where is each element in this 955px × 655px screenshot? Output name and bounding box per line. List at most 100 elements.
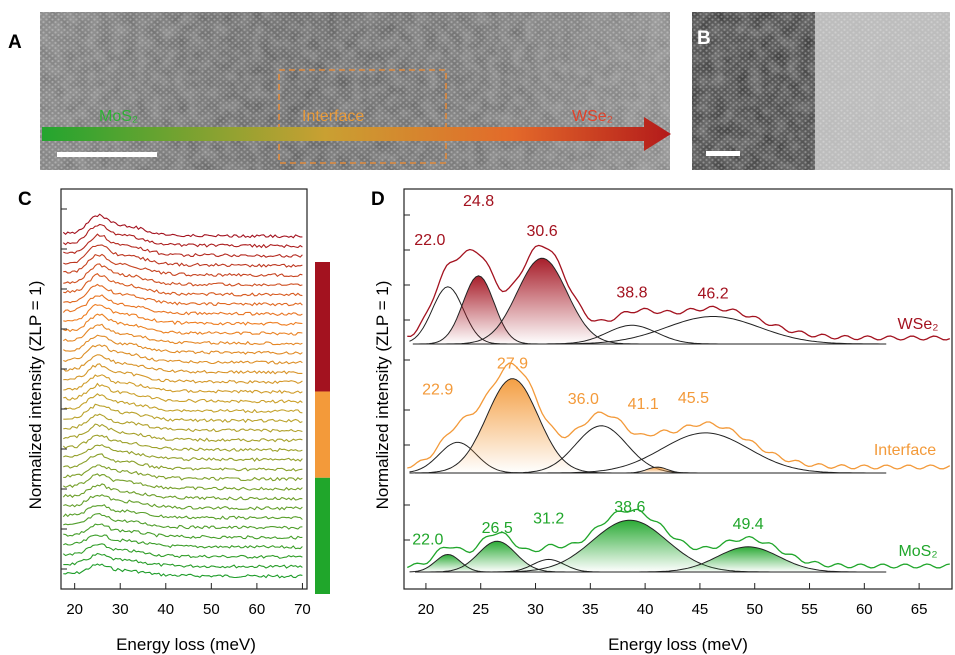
d-x-tick-label: 45 [692, 601, 709, 618]
c-x-tick-label: 40 [157, 601, 174, 618]
c-spectrum-line [63, 233, 303, 258]
c-spectrum-line [63, 263, 303, 287]
d-peak-label: 41.1 [628, 396, 659, 413]
c-spectrum-line [63, 323, 303, 346]
c-spectrum-line [63, 303, 303, 326]
c-spectrum-line [62, 223, 303, 249]
d-ylabel: Normalized intensity (ZLP = 1) [373, 281, 392, 510]
d-x-tick-label: 65 [911, 601, 928, 618]
label-wse2-a: WSe₂ [572, 108, 613, 125]
scale-bar-b [706, 151, 740, 156]
d-peak-fill [616, 546, 880, 572]
c-spectra [62, 213, 303, 579]
panel-letter-b: B [697, 28, 711, 49]
gradient-arrow [42, 117, 671, 151]
d-series-label: WSe₂ [898, 316, 939, 333]
c-spectrum-line [62, 434, 303, 452]
c-spectrum-line [63, 393, 303, 414]
c-plot-frame [60, 188, 308, 590]
d-peak-label: 26.5 [482, 520, 513, 537]
c-color-bar-segment [315, 391, 330, 478]
c-spectrum-line [62, 213, 303, 239]
c-ylabel: Normalized intensity (ZLP = 1) [26, 281, 45, 510]
d-peak-curve [521, 432, 886, 474]
c-spectrum-line [63, 552, 303, 569]
d-x-tick-label: 50 [746, 601, 763, 618]
c-spectrum-line [63, 244, 303, 268]
d-peak-label: 22.0 [414, 232, 445, 249]
d-peak-fill [418, 541, 577, 572]
c-spectrum-line [63, 464, 303, 482]
c-spectrum-line [63, 534, 303, 550]
c-spectrum-line [63, 374, 303, 395]
c-spectrum-line [63, 523, 303, 540]
d-peak-fill [472, 520, 788, 572]
c-spectrum-line [62, 504, 303, 520]
stem-image-b [692, 12, 950, 170]
d-envelope-line [407, 244, 951, 341]
d-peak-label: 46.2 [698, 286, 729, 303]
c-spectrum-line [63, 334, 303, 355]
c-spectrum-line [63, 563, 303, 579]
d-series-label: MoS₂ [898, 543, 937, 560]
c-spectrum-line [63, 473, 303, 491]
interface-crop-box [278, 69, 447, 164]
d-x-tick-label: 40 [637, 601, 654, 618]
d-peak-label: 22.9 [422, 381, 453, 398]
d-envelope-line [407, 362, 951, 470]
d-peak-label: 30.6 [527, 223, 558, 240]
d-plot-frame [403, 188, 953, 590]
d-peak-label: 38.8 [616, 284, 647, 301]
d-x-tick-label: 60 [856, 601, 873, 618]
c-spectrum-line [62, 354, 303, 375]
d-x-tick-label: 35 [582, 601, 599, 618]
d-series-label: Interface [874, 442, 936, 459]
d-envelope-line [407, 508, 950, 569]
d-peak-fill [409, 378, 621, 473]
c-spectrum-line [62, 543, 303, 559]
d-xlabel: Energy loss (meV) [608, 635, 748, 654]
d-x-tick-label: 30 [527, 601, 544, 618]
d-x-tick-label: 55 [801, 601, 818, 618]
c-xlabel: Energy loss (meV) [116, 635, 256, 654]
d-peak-label: 31.2 [533, 510, 564, 527]
c-spectrum-line [63, 273, 303, 297]
d-peak-fill [412, 275, 545, 344]
panel-letter-a: A [8, 32, 22, 53]
stem-image-a [40, 12, 670, 170]
c-spectrum-line [63, 283, 303, 307]
d-ticks: 20 25 30 35 40 45 50 55 60 65 [404, 214, 928, 618]
c-x-tick-label: 30 [112, 601, 129, 618]
d-x-tick-label: 20 [418, 601, 435, 618]
c-spectrum-line [63, 363, 303, 385]
panel-letter-d: D [371, 189, 385, 210]
d-peak-fill [436, 258, 648, 344]
d-x-tick-label: 25 [472, 601, 489, 618]
panel-letter-c: C [18, 189, 32, 210]
c-spectrum-line [63, 494, 303, 511]
d-peak-label: 45.5 [678, 390, 709, 407]
label-interface-a: Interface [302, 108, 364, 125]
c-spectrum-line [63, 382, 303, 404]
c-spectrum-line [63, 344, 303, 365]
d-peak-label: 24.8 [463, 193, 494, 210]
c-x-tick-label: 50 [203, 601, 220, 618]
d-peak-fill [614, 467, 700, 473]
label-mos2-a: MoS₂ [99, 108, 138, 125]
c-spectrum-line [63, 253, 303, 278]
c-x-tick-label: 70 [294, 601, 311, 618]
c-spectrum-line [62, 483, 303, 501]
d-peak-label: 36.0 [568, 391, 599, 408]
d-peak-curve [409, 378, 621, 474]
scale-bar-a [57, 152, 157, 157]
d-peak-label: 22.0 [412, 532, 443, 549]
d-peak-label: 38.6 [614, 499, 645, 516]
c-color-bar-segment [315, 477, 330, 594]
c-spectrum-line [63, 453, 303, 472]
d-peak-fill [409, 554, 501, 572]
c-color-bar [315, 262, 330, 594]
d-peak-label: 49.4 [733, 516, 764, 533]
c-ticks: 20 30 40 50 60 70 [61, 208, 311, 618]
